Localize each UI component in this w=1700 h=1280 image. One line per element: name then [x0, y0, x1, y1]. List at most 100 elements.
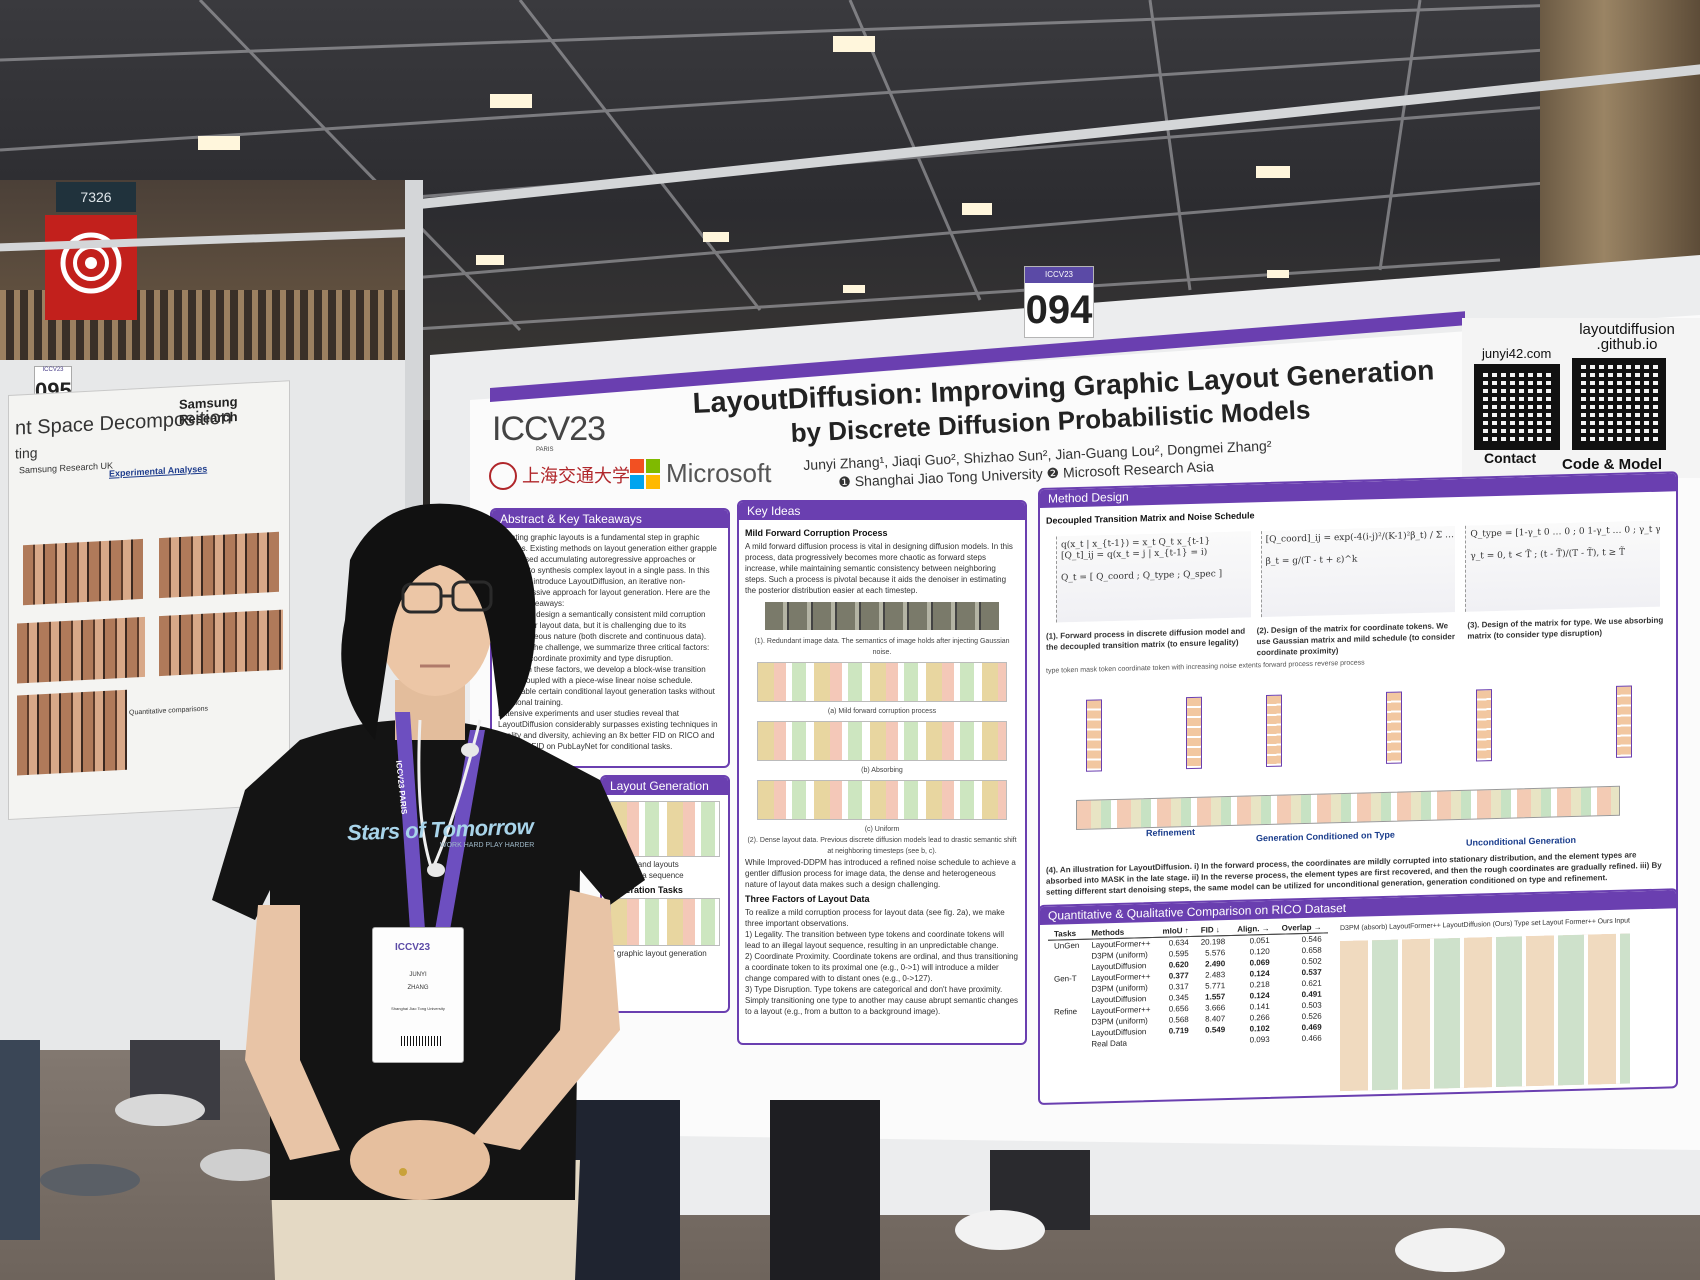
key-ideas-subheading: Three Factors of Layout Data: [745, 894, 870, 904]
layout-corruption-figure: [757, 662, 1007, 702]
board-tag-logo: ICCV23: [1025, 267, 1093, 283]
key-ideas-text: While Improved-DDPM has introduced a ref…: [745, 858, 1016, 889]
badge-last-name: ZHANG: [407, 985, 429, 991]
table-cell: 20.198: [1200, 937, 1226, 947]
sneaker: [955, 1210, 1045, 1250]
iccv-logo: ICCV23: [492, 410, 606, 448]
results-column-header: FID ↓: [1194, 923, 1232, 937]
layout-sequence-bar: [1076, 785, 1620, 831]
badge-organization: Shanghai Jiao Tong University: [391, 1006, 445, 1011]
forward-process-equations: q(x_t | x_{t-1}) = x_t Q_t x_{t-1} [Q_t]_…: [1056, 531, 1251, 623]
factor-item: 1) Legality. The transition between type…: [745, 930, 1004, 950]
layout-generation-text: designs and layouts: [608, 860, 679, 869]
qualitative-label: LayoutFormer++: [1389, 922, 1441, 931]
sneaker: [115, 1094, 205, 1126]
layout-generation-panel: Layout Generation designs and layouts la…: [600, 775, 730, 1013]
contact-url: junyi42.com: [1482, 346, 1552, 361]
layout-generation-heading: Layout Generation: [602, 777, 728, 795]
table-cell: 0.093: [1249, 1034, 1270, 1045]
face-grid: [17, 616, 145, 684]
figure-caption: (1). Redundant image data. The semantics…: [754, 638, 1010, 656]
right-arm: [470, 890, 620, 1150]
uniform-figure: [757, 780, 1007, 820]
uncond-label: Unconditional Generation: [1466, 834, 1577, 848]
figure-caption: (c) Uniform: [864, 826, 900, 833]
noisy-image-strip: [765, 602, 999, 630]
shirt-print-small: WORK HARD PLAY HARDER: [440, 842, 535, 849]
table-cell: 0.466: [1301, 1033, 1322, 1044]
figure-caption: (b) Absorbing: [861, 767, 903, 774]
results-column-header: mIoU ↑: [1156, 924, 1195, 938]
qualitative-label: LayoutDiffusion (Ours): [1442, 920, 1513, 930]
method-caption: (3). Design of the matrix for type. We u…: [1467, 615, 1664, 641]
abstract-heading: Abstract & Key Takeaways: [492, 510, 728, 528]
results-panel: Quantitative & Qualitative Comparison on…: [1038, 888, 1678, 1105]
table-cell: 0.634: [1168, 938, 1189, 948]
sjtu-seal-icon: [489, 462, 517, 490]
microsoft-logo: Microsoft: [630, 458, 771, 489]
badge-barcode: [401, 1036, 443, 1046]
table-cell: [1048, 1039, 1085, 1051]
abstract-point: Extensive experiments and user studies r…: [498, 709, 718, 751]
results-column-header: Tasks: [1048, 927, 1086, 941]
sjtu-logo: 上海交通大学: [522, 466, 630, 487]
method-caption: (1). Forward process in discrete diffusi…: [1046, 626, 1246, 652]
table-cell: [1157, 1036, 1195, 1048]
key-ideas-panel: Key Ideas Mild Forward Corruption Proces…: [737, 500, 1027, 1045]
sneaker: [200, 1149, 280, 1181]
results-table: Tasks Methods mIoU ↑ FID ↓ Align. → Overlap →…: [1048, 921, 1328, 1050]
sneaker: [40, 1164, 140, 1196]
glasses-icon: [401, 580, 493, 614]
face-grid: [23, 538, 143, 606]
qualitative-labels: D3PM (absorb) LayoutFormer++ LayoutDiffusi…: [1340, 917, 1630, 932]
key-ideas-heading: Key Ideas: [739, 502, 1025, 520]
board-tag-logo: ICCV23: [42, 367, 64, 373]
token-column: [1476, 689, 1492, 762]
gen-type-label: Generation Conditioned on Type: [1256, 829, 1395, 844]
token-column: [1266, 694, 1282, 768]
background-person-legs: [770, 1100, 880, 1280]
qualitative-label: D3PM (absorb): [1340, 923, 1388, 933]
neighbor-title: nt Space Decomposition: [15, 406, 232, 440]
absorbing-figure: [757, 721, 1007, 761]
table-cell: UnGen: [1054, 940, 1080, 951]
iccv-location: PARIS: [536, 447, 554, 453]
layout-generation-text: layout as a sequence: [608, 871, 684, 880]
code-qr-code[interactable]: [1572, 358, 1666, 450]
method-caption: (2). Design of the matrix for coordinate…: [1256, 621, 1455, 658]
neighbor-title-line2: ting: [15, 444, 38, 462]
table-cell: [1195, 1035, 1231, 1047]
diffusion-process-diagram: Refinement Generation Conditioned on Typ…: [1056, 665, 1660, 861]
background-person-legs: [0, 1040, 40, 1240]
board-number-tag-main: ICCV23 094: [1024, 266, 1094, 338]
earbud-icon: [427, 863, 445, 877]
qualitative-label: Type set: [1514, 919, 1541, 928]
badge-logo: ICCV23: [395, 942, 431, 953]
method-design-panel: Method Design Decoupled Transition Matri…: [1038, 471, 1678, 918]
qr-code-area: junyi42.com layoutdiffusion .github.io C…: [1462, 318, 1700, 478]
spiral-logo-icon: [60, 232, 122, 294]
qualitative-label: Layout Former++: [1542, 918, 1596, 927]
key-ideas-subheading: Mild Forward Corruption Process: [745, 528, 888, 538]
left-arm: [245, 905, 340, 1160]
lanyard: [395, 712, 425, 930]
table-cell: Real Data: [1091, 1038, 1127, 1049]
abstract-point: We enable certain conditional layout gen…: [498, 687, 715, 707]
name-badge: ICCV23 JUNYI ZHANG Shanghai Jiao Tong Un…: [372, 927, 464, 1063]
hall-sign-number: 7326: [56, 182, 136, 212]
type-matrix-equations: Q_type = [1-γ_t 0 … 0 ; 0 1-γ_t … 0 ; γ_…: [1465, 520, 1661, 612]
figure-caption: (2). Dense layout data. Previous discret…: [747, 837, 1017, 855]
contact-label: Contact: [1484, 450, 1537, 466]
neighbor-poster: Samsung Research nt Space Decomposition …: [8, 380, 290, 820]
contact-qr-code[interactable]: [1474, 364, 1560, 450]
badge-first-name: JUNYI: [409, 972, 427, 978]
face-grid: [159, 531, 279, 599]
background-person-legs: [570, 1100, 680, 1280]
token-column: [1186, 696, 1202, 770]
layout-generation-caption: of graphic layout generation: [608, 949, 707, 958]
factor-item: 3) Type Disruption. Type tokens are cate…: [745, 985, 1019, 1016]
clasped-hands: [350, 1120, 490, 1200]
neighbor-section-heading: Experimental Analyses: [109, 463, 208, 479]
figure-caption: (a) Mild forward corruption process: [827, 708, 937, 715]
